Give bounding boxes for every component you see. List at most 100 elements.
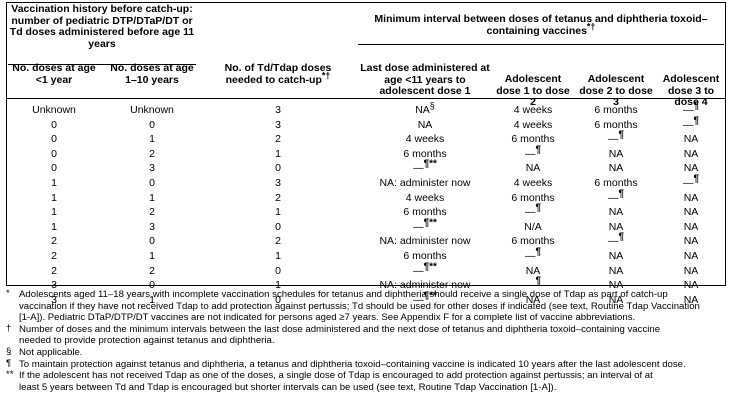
cell-doses-1-to-10: 1 — [104, 132, 200, 147]
footnote-line: If the adolescent has not received Tdap … — [19, 370, 653, 382]
cell-value: NA — [525, 293, 541, 306]
cell-adol-3-to-4: NA — [658, 161, 724, 176]
cell-footnote-marker: ¶** — [423, 290, 437, 302]
cell-value: 0 — [149, 176, 155, 189]
cell-value: — — [682, 176, 694, 189]
group-header-minimum-interval: Minimum interval between doses of tetanu… — [358, 13, 724, 37]
cell-adol-1-to-2: —¶ — [494, 202, 572, 220]
cell-doses-under-1: 0 — [8, 161, 100, 176]
footnote-text: Adolescents aged 11–18 years with incomp… — [19, 289, 728, 324]
footnote-line: Number of doses and the minimum interval… — [19, 323, 661, 335]
cell-value: NA — [683, 206, 699, 219]
table-row: 0 3 0 —¶** NA NA NA — [0, 159, 732, 176]
cell-last-dose-to-adol1: 4 weeks — [352, 191, 498, 206]
cell-doses-needed: 3 — [212, 103, 344, 118]
footnote: ¶ To maintain protection against tetanus … — [6, 358, 728, 371]
cell-adol-2-to-3: NA — [576, 293, 656, 308]
cell-doses-under-1: 0 — [8, 147, 100, 162]
column-header-doses-under-1-label: No. doses at age <1 year — [12, 62, 96, 86]
cell-adol-1-to-2: 4 weeks — [494, 176, 572, 191]
cell-value: 2 — [149, 206, 155, 219]
footnote-text: To maintain protection against tetanus a… — [19, 359, 728, 371]
cell-value: 4 weeks — [513, 104, 553, 116]
cell-doses-1-to-10: 0 — [104, 234, 200, 249]
cell-value: — — [682, 118, 694, 131]
footnote-line: needed to provide protection against tet… — [19, 335, 275, 347]
group-header-vaccination-history: Vaccination history before catch-up: num… — [8, 3, 196, 50]
column-header-doses-1-to-10: No. doses at age 1–10 years — [104, 62, 200, 86]
cell-footnote-marker: ¶ — [535, 275, 542, 287]
table-body: Unknown Unknown 3 NA§ 4 weeks 6 months —¶ 0 0 3 NA… — [0, 101, 732, 308]
cell-adol-1-to-2: —¶ — [494, 246, 572, 264]
cell-value: NA — [608, 293, 624, 306]
cell-value: NA — [608, 147, 624, 160]
cell-value: 1 — [51, 176, 57, 189]
rule-under-group-header-left — [8, 64, 196, 65]
footnote-marker: § — [6, 345, 12, 357]
table-row: 3 1 0 —¶** NA NA NA — [0, 290, 732, 308]
cell-value: 2 — [51, 249, 57, 262]
cell-value: 0 — [275, 162, 281, 175]
cell-doses-needed: 1 — [212, 249, 344, 264]
cell-value: NA — [683, 220, 699, 233]
table-row: 1 3 0 —¶** N/A NA NA — [0, 218, 732, 235]
cell-last-dose-to-adol1: 4 weeks — [352, 132, 498, 147]
cell-value: — — [524, 249, 536, 262]
cell-value: — — [607, 133, 619, 146]
cell-adol-2-to-3: NA — [576, 161, 656, 176]
footnote-text: Number of doses and the minimum interval… — [19, 324, 728, 347]
cell-value: 0 — [51, 133, 57, 146]
cell-value: 0 — [275, 220, 281, 233]
cell-doses-needed: 1 — [212, 205, 344, 220]
cell-value: N/A — [524, 220, 542, 233]
cell-footnote-marker: ¶ — [535, 202, 542, 214]
cell-doses-1-to-10: 1 — [104, 249, 200, 264]
cell-adol-1-to-2: —¶ — [494, 145, 572, 162]
cell-footnote-marker: ¶ — [535, 246, 542, 258]
cell-adol-3-to-4: NA — [658, 234, 724, 249]
cell-value: 6 months — [594, 104, 638, 116]
table-row: 0 2 1 6 months —¶ NA NA — [0, 145, 732, 162]
cell-value: NA: administer now — [379, 235, 471, 248]
column-header-adol-1-to-2-label: Adolescent dose 1 to dose 2 — [496, 73, 570, 109]
cell-value: 0 — [149, 235, 155, 248]
cell-doses-under-1: Unknown — [8, 103, 100, 118]
cell-value: 6 months — [403, 249, 447, 262]
rule-under-group-header-right — [358, 44, 724, 45]
cell-adol-3-to-4: NA — [658, 220, 724, 235]
cell-adol-2-to-3: NA — [576, 264, 656, 279]
cell-footnote-marker: ¶ — [693, 173, 700, 185]
cell-doses-needed: 0 — [212, 220, 344, 235]
cell-adol-3-to-4: —¶ — [658, 173, 724, 191]
cell-doses-under-1: 3 — [8, 293, 100, 308]
group-header-vaccination-history-text: Vaccination history before catch-up: num… — [9, 3, 195, 50]
cell-doses-needed: 0 — [212, 293, 344, 308]
cell-value: NA — [417, 118, 433, 131]
cell-value: 2 — [51, 264, 57, 277]
cell-value: 1 — [149, 249, 155, 262]
footnote-line: vaccination if they have not received Td… — [19, 300, 700, 312]
column-header-adol-2-to-3: Adolescent dose 2 to dose 3 — [576, 73, 656, 109]
cell-value: 4 weeks — [405, 133, 445, 146]
cell-adol-1-to-2: 4 weeks — [494, 103, 572, 118]
cell-adol-2-to-3: —¶ — [576, 189, 656, 206]
footnote-marker: ** — [6, 369, 14, 381]
cell-adol-3-to-4: NA — [658, 264, 724, 279]
footnote: ** If the adolescent has not received Tda… — [6, 369, 728, 393]
table-row: 1 0 3 NA: administer now 4 weeks 6 months —¶ — [0, 173, 732, 191]
table-row: 2 1 1 6 months —¶ NA NA — [0, 246, 732, 264]
cell-value: 1 — [275, 147, 281, 160]
table-row: 0 1 2 4 weeks 6 months —¶ NA — [0, 130, 732, 147]
cell-footnote-marker: ¶ — [693, 115, 700, 127]
cell-value: 1 — [51, 206, 57, 219]
cell-value: — — [607, 235, 619, 248]
footnote: § Not applicable. — [6, 345, 728, 359]
cell-value: 2 — [51, 235, 57, 248]
cell-value: Unknown — [130, 104, 174, 116]
column-header-doses-needed-footnote-marker: *† — [321, 70, 331, 81]
cell-doses-1-to-10: 2 — [104, 147, 200, 162]
cell-value: 6 months — [511, 191, 555, 204]
footnote-line: Not applicable. — [19, 346, 83, 358]
cell-last-dose-to-adol1: NA§ — [352, 101, 498, 118]
cell-adol-2-to-3: 6 months — [576, 176, 656, 191]
